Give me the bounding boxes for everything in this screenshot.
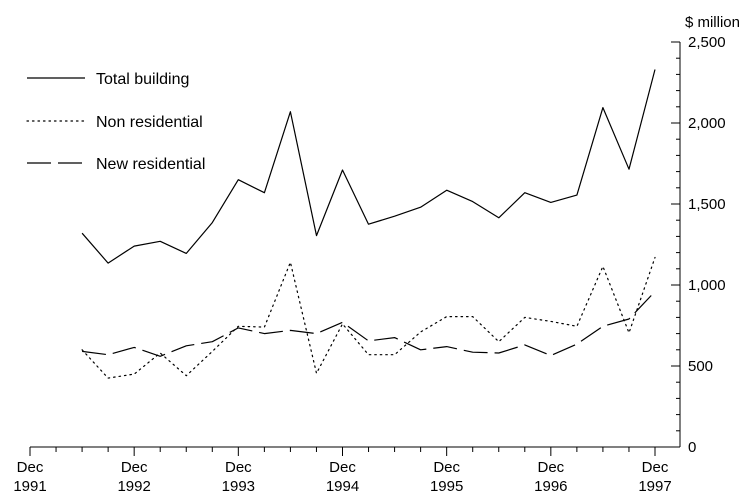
x-tick-label-month: Dec bbox=[121, 459, 148, 476]
x-tick-label-year: 1995 bbox=[430, 478, 463, 495]
y-tick-label: 1,000 bbox=[688, 277, 726, 294]
y-tick-label: 0 bbox=[688, 439, 696, 456]
series-line-non-residential bbox=[81, 256, 656, 379]
y-tick-label: 2,000 bbox=[688, 115, 726, 132]
x-tick-label-year: 1993 bbox=[222, 478, 255, 495]
x-tick-label-month: Dec bbox=[433, 459, 460, 476]
legend-label: Non residential bbox=[96, 114, 203, 131]
series-line-total-building bbox=[81, 69, 656, 264]
series-layer bbox=[81, 69, 656, 379]
x-tick-label-year: 1992 bbox=[117, 478, 150, 495]
y-tick-label: 500 bbox=[688, 358, 713, 375]
legend-label: Total building bbox=[96, 71, 189, 88]
x-tick-label-year: 1994 bbox=[326, 478, 359, 495]
legend-label: New residential bbox=[96, 156, 205, 173]
axes: Dec 1991 Dec 1992 Dec 1993 Dec 1994 Dec 1995 Dec 19… bbox=[13, 34, 725, 495]
series-line-new-residential bbox=[82, 291, 656, 357]
legend: Total building Non residential New residen… bbox=[26, 71, 205, 173]
x-tick-label-year: 1991 bbox=[13, 478, 46, 495]
x-tick-label-month: Dec bbox=[537, 459, 564, 476]
x-tick-label-month: Dec bbox=[642, 459, 669, 476]
x-tick-label-month: Dec bbox=[17, 459, 44, 476]
x-tick-label-year: 1997 bbox=[638, 478, 671, 495]
y-tick-label: 2,500 bbox=[688, 34, 726, 51]
x-tick-label-month: Dec bbox=[329, 459, 356, 476]
x-tick-label-month: Dec bbox=[225, 459, 252, 476]
x-tick-label-year: 1996 bbox=[534, 478, 567, 495]
y-unit-label: $ million bbox=[685, 14, 740, 31]
y-tick-label: 1,500 bbox=[688, 196, 726, 213]
